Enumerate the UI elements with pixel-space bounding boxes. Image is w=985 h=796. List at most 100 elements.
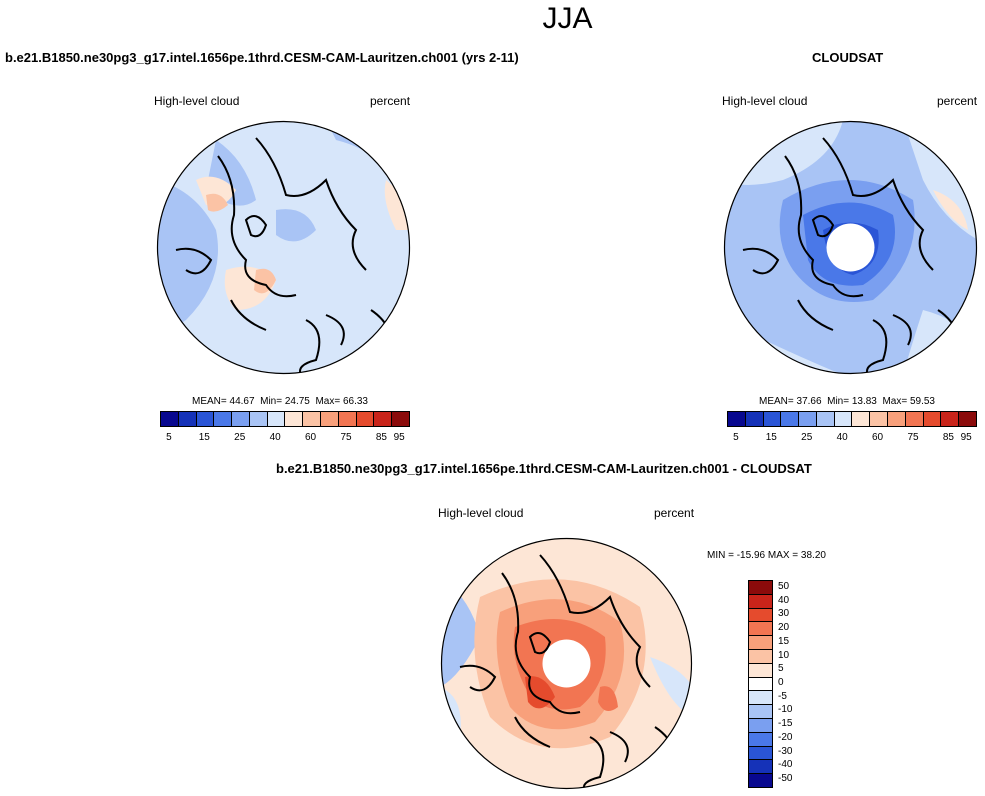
obs-colorbar-cell (781, 412, 800, 426)
obs-colorbar-cell (923, 412, 942, 426)
model-colorbar-ticks: 5 15 25 40 60 75 85 95 (160, 432, 408, 444)
diff-colorbar-tick-label: -50 (778, 773, 793, 785)
obs-colorbar-tick-label: 5 (733, 432, 739, 443)
obs-colorbar-cell (763, 412, 782, 426)
diff-colorbar-cell (749, 594, 772, 609)
diff-colorbar-cell (749, 705, 772, 719)
model-colorbar-cell (249, 412, 268, 426)
obs-colorbar-tick-label: 85 (942, 432, 954, 443)
diff-colorbar-cell (749, 718, 772, 733)
model-min-label: Min= (260, 396, 283, 407)
diff-panel-title: b.e21.B1850.ne30pg3_g17.intel.1656pe.1th… (276, 461, 812, 476)
model-max-value: 66.33 (342, 396, 368, 407)
obs-min-label: Min= (827, 396, 850, 407)
diff-minmax: MIN = -15.96 MAX = 38.20 (707, 550, 826, 561)
model-colorbar-tick-label: 95 (393, 432, 405, 443)
diff-colorbar-tick-label: 50 (778, 580, 790, 592)
obs-colorbar-cell (941, 412, 960, 426)
diff-colorbar-tick-label: 30 (778, 608, 790, 620)
obs-colorbar-tick-label: 25 (801, 432, 813, 443)
obs-mean-label: MEAN= (759, 396, 794, 407)
diff-colorbar-cell (749, 649, 772, 664)
obs-colorbar-cell (745, 412, 764, 426)
diff-colorbar-tick-label: 15 (778, 635, 790, 647)
obs-colorbar-cell (888, 412, 906, 426)
obs-colorbar-cell (799, 412, 817, 426)
diff-colorbar-tick-label: -20 (778, 731, 793, 743)
obs-colorbar-tick-label: 75 (907, 432, 919, 443)
model-colorbar-tick-label: 40 (269, 432, 281, 443)
obs-colorbar-cell (816, 412, 835, 426)
model-colorbar-cell (338, 412, 357, 426)
model-colorbar-cell (232, 412, 250, 426)
model-colorbar-cell (267, 412, 286, 426)
model-colorbar (160, 411, 410, 427)
diff-colorbar-tick-label: 40 (778, 594, 790, 606)
obs-min-value: 13.83 (851, 396, 877, 407)
model-polar-map (156, 120, 411, 375)
diff-colorbar-tick-label: -40 (778, 759, 793, 771)
model-colorbar-cell (321, 412, 339, 426)
model-units-label: percent (370, 94, 411, 108)
obs-colorbar-tick-label: 60 (872, 432, 884, 443)
model-colorbar-cell (303, 412, 322, 426)
diff-colorbar-tick-label: -15 (778, 718, 793, 730)
diff-colorbar-cell (749, 746, 772, 761)
obs-colorbar-cell (905, 412, 924, 426)
model-mean-value: 44.67 (229, 396, 255, 407)
obs-polar-map (723, 120, 978, 375)
diff-colorbar-tick-label: 10 (778, 649, 790, 661)
diff-colorbar-ticks: 50 40 30 20 15 10 5 0 -5 -10 -15 -20 -30 -40 -50 (778, 580, 808, 786)
model-colorbar-tick-label: 5 (166, 432, 172, 443)
diff-colorbar-cell (749, 663, 772, 678)
diff-colorbar-cell (749, 608, 772, 623)
model-colorbar-cell (161, 412, 179, 426)
model-colorbar-tick-label: 60 (305, 432, 317, 443)
obs-colorbar-ticks: 5 15 25 40 60 75 85 95 (727, 432, 975, 444)
diff-colorbar (748, 580, 773, 788)
obs-colorbar-cell (728, 412, 746, 426)
model-colorbar-cell (196, 412, 215, 426)
obs-max-value: 59.53 (909, 396, 935, 407)
diff-colorbar-cell (749, 636, 772, 650)
obs-colorbar-tick-label: 15 (765, 432, 777, 443)
diff-colorbar-cell (749, 774, 772, 787)
diff-polar-map (440, 537, 693, 790)
season-title: JJA (542, 2, 593, 35)
diff-colorbar-tick-label: -10 (778, 704, 793, 716)
diff-colorbar-cell (749, 732, 772, 747)
model-colorbar-tick-label: 15 (198, 432, 210, 443)
model-colorbar-cell (374, 412, 393, 426)
obs-mean-value: 37.66 (796, 396, 822, 407)
model-colorbar-cell (285, 412, 304, 426)
model-colorbar-cell (356, 412, 375, 426)
obs-variable-label: High-level cloud (722, 94, 808, 108)
obs-stats: MEAN= 37.66 Min= 13.83 Max= 59.53 (759, 396, 935, 407)
diff-colorbar-cell (749, 581, 772, 595)
obs-units-label: percent (937, 94, 978, 108)
diff-colorbar-tick-label: 20 (778, 622, 790, 634)
diff-colorbar-tick-label: 0 (778, 677, 784, 688)
obs-panel-title: CLOUDSAT (812, 50, 884, 65)
model-panel-title: b.e21.B1850.ne30pg3_g17.intel.1656pe.1th… (5, 50, 519, 65)
model-variable-label: High-level cloud (154, 94, 240, 108)
diff-colorbar-cell (749, 622, 772, 637)
obs-colorbar-tick-label: 95 (960, 432, 972, 443)
model-stats: MEAN= 44.67 Min= 24.75 Max= 66.33 (192, 396, 368, 407)
model-min-value: 24.75 (284, 396, 310, 407)
diff-variable-label: High-level cloud (438, 506, 524, 520)
obs-colorbar-cell (870, 412, 889, 426)
diff-colorbar-tick-label: 5 (778, 663, 784, 675)
obs-colorbar-cell (834, 412, 853, 426)
diff-colorbar-cell (749, 677, 772, 692)
model-mean-label: MEAN= (192, 396, 227, 407)
model-colorbar-cell (214, 412, 233, 426)
obs-colorbar-cell (959, 412, 976, 426)
obs-colorbar (727, 411, 977, 427)
diff-colorbar-tick-label: -5 (778, 690, 787, 702)
diff-colorbar-tick-label: -30 (778, 745, 793, 757)
model-colorbar-tick-label: 25 (234, 432, 246, 443)
model-colorbar-tick-label: 75 (340, 432, 352, 443)
diff-units-label: percent (654, 506, 695, 520)
model-colorbar-cell (178, 412, 197, 426)
